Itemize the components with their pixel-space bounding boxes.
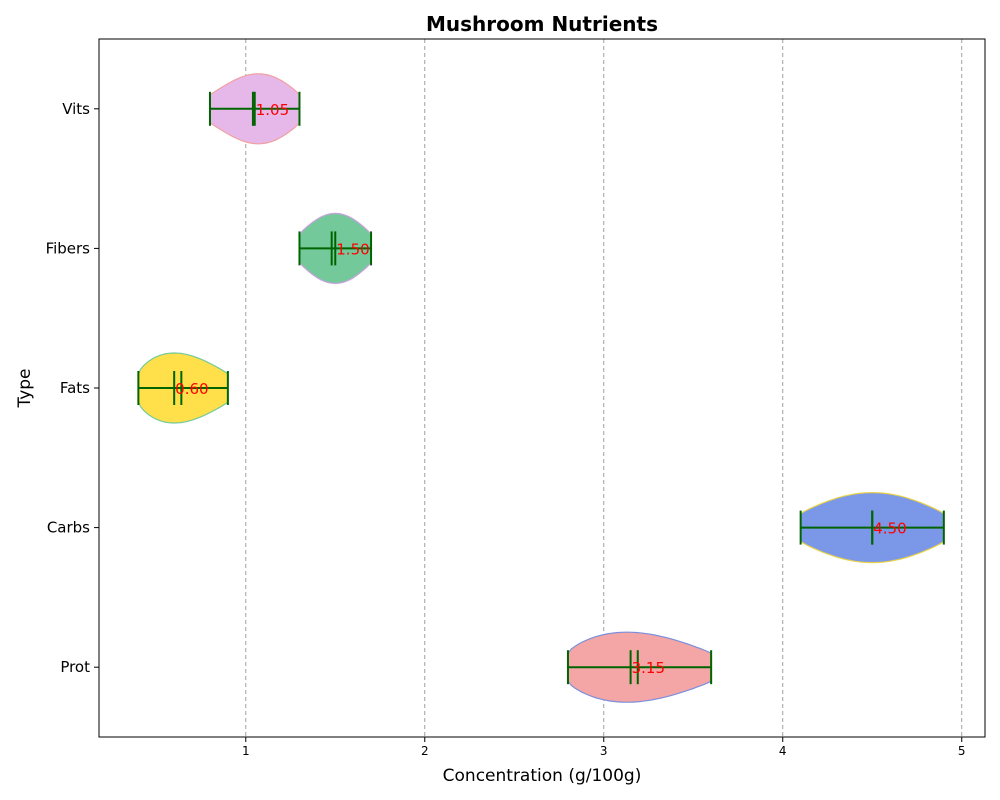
violin-fibers: 1.50 <box>298 212 373 285</box>
y-axis-label: Type <box>15 368 35 408</box>
x-tick-label: 5 <box>958 744 966 758</box>
value-label: 3.15 <box>632 659 665 677</box>
value-label: 1.50 <box>336 240 369 258</box>
x-tick-label: 2 <box>421 744 429 758</box>
x-ticks: 1 2 3 4 5 <box>242 737 966 758</box>
x-tick-label: 3 <box>600 744 608 758</box>
x-axis-label: Concentration (g/100g) <box>443 766 642 786</box>
y-tick-label: Prot <box>60 658 90 676</box>
value-label: 1.05 <box>256 101 289 119</box>
violin-prot: 3.15 <box>566 631 713 703</box>
plot-frame <box>98 38 986 738</box>
x-tick-label: 4 <box>779 744 787 758</box>
value-label: 4.50 <box>873 520 906 538</box>
chart-title: Mushroom Nutrients <box>426 12 658 36</box>
x-tick-label: 1 <box>242 744 250 758</box>
violin-vits: 1.05 <box>208 73 301 145</box>
y-tick-label: Fats <box>60 379 90 397</box>
grid-lines <box>245 39 963 737</box>
y-ticks: Prot Carbs Fats Fibers Vits <box>46 100 99 676</box>
violin-fats: 0.60 <box>137 352 229 424</box>
y-tick-label: Carbs <box>47 519 90 537</box>
value-label: 0.60 <box>175 380 208 398</box>
violin-carbs: 4.50 <box>799 491 945 564</box>
y-tick-label: Vits <box>62 100 90 118</box>
y-tick-label: Fibers <box>46 239 91 257</box>
violins: 3.15 4.50 0.60 1.50 1.05 <box>137 73 945 703</box>
